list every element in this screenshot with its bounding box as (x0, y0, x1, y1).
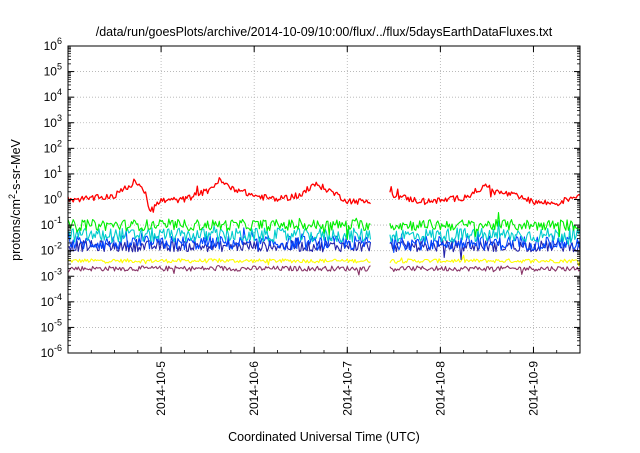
y-tick-base: 10 (41, 218, 55, 232)
y-tick-exponent: 2 (57, 138, 62, 148)
y-tick-base: 10 (44, 90, 58, 104)
x-axis-label: Coordinated Universal Time (UTC) (228, 430, 420, 444)
y-tick-exponent: -3 (54, 266, 62, 276)
x-tick-label: 2014-10-9 (526, 361, 540, 416)
series-3-line (67, 227, 371, 251)
series-5-line (67, 258, 371, 266)
series-5-line-after-gap (389, 254, 581, 267)
y-axis-label-sup: 2 (7, 194, 17, 199)
plot-frame (67, 45, 581, 354)
y-tick-label: 102 (44, 138, 62, 155)
y-tick-base: 10 (44, 167, 58, 181)
y-tick-exponent: -4 (54, 292, 62, 302)
y-tick-base: 10 (44, 116, 58, 130)
y-tick-exponent: 3 (57, 113, 62, 123)
x-tick-label: 2014-10-7 (340, 361, 354, 416)
y-tick-exponent: -5 (54, 317, 62, 327)
y-tick-label: 103 (44, 113, 62, 130)
y-tick-label: 10-3 (41, 266, 62, 283)
y-tick-exponent: -2 (54, 241, 62, 251)
y-tick-label: 10-5 (41, 317, 62, 334)
y-tick-label: 10-6 (41, 343, 62, 360)
series-2-line-after-gap (389, 220, 581, 246)
y-tick-base: 10 (41, 269, 55, 283)
series-0-line-after-gap (389, 183, 581, 207)
y-tick-exponent: 1 (57, 164, 62, 174)
y-axis-label-post: -s-sr-MeV (9, 138, 23, 194)
y-tick-base: 10 (44, 193, 58, 207)
y-axis-label: protons/cm2-s-sr-MeV (7, 138, 23, 260)
y-tick-exponent: 4 (57, 87, 62, 97)
series-0-line (67, 177, 371, 213)
grid (68, 46, 580, 353)
y-tick-label: 101 (44, 164, 62, 181)
series-1-line-after-gap (389, 211, 581, 238)
y-tick-label: 10-2 (41, 241, 62, 258)
y-tick-label: 105 (44, 62, 62, 79)
series-6-line-after-gap (389, 265, 581, 275)
x-tick-label: 2014-10-8 (433, 361, 447, 416)
y-tick-exponent: 5 (57, 62, 62, 72)
chart-title: /data/run/goesPlots/archive/2014-10-09/1… (96, 25, 553, 39)
x-tick-label: 2014-10-5 (154, 361, 168, 416)
y-tick-base: 10 (41, 320, 55, 334)
y-tick-exponent: -6 (54, 343, 62, 353)
y-tick-exponent: 0 (57, 190, 62, 200)
y-tick-label: 104 (44, 87, 62, 104)
y-tick-exponent: 6 (57, 36, 62, 46)
series-layer (67, 177, 581, 276)
y-tick-base: 10 (41, 244, 55, 258)
y-tick-label: 100 (44, 190, 62, 207)
y-tick-base: 10 (41, 295, 55, 309)
y-tick-base: 10 (41, 346, 55, 360)
series-6-line (67, 264, 371, 276)
y-tick-label: 10-1 (41, 215, 62, 232)
axis-ticks: 10-610-510-410-310-210-11001011021031041… (41, 36, 581, 416)
y-tick-label: 106 (44, 36, 62, 53)
y-tick-base: 10 (44, 65, 58, 79)
x-tick-label: 2014-10-6 (247, 361, 261, 416)
y-axis-label-pre: protons/cm (9, 199, 23, 261)
series-2-line (67, 225, 372, 243)
y-tick-base: 10 (44, 141, 58, 155)
series-3-line-after-gap (389, 231, 581, 254)
y-tick-label: 10-4 (41, 292, 62, 309)
y-tick-base: 10 (44, 39, 58, 53)
y-tick-exponent: -1 (54, 215, 62, 225)
series-1-line (67, 217, 371, 241)
